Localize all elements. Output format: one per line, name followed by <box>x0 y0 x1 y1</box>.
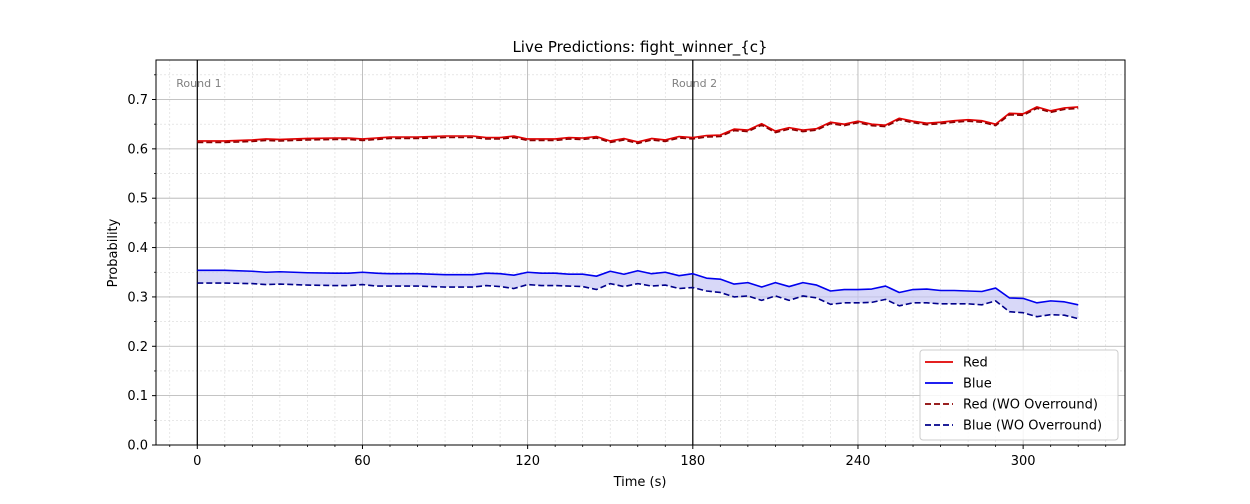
y-tick-label: 0.0 <box>127 439 148 454</box>
blue-overround-band <box>197 270 1079 319</box>
series-line-red <box>197 106 1079 143</box>
x-tick-label: 180 <box>680 454 705 469</box>
series-line-blue <box>197 269 1079 306</box>
x-axis-label: Time (s) <box>613 475 667 490</box>
y-tick-label: 0.3 <box>127 290 148 305</box>
x-tick-label: 240 <box>846 454 871 469</box>
y-tick-label: 0.4 <box>127 241 148 256</box>
x-tick-label: 60 <box>354 454 371 469</box>
x-tick-label: 0 <box>193 454 201 469</box>
y-axis-ticks: 0.0 0.1 0.2 0.3 0.4 0.5 0.6 0.7 <box>127 74 156 454</box>
y-tick-label: 0.7 <box>127 93 148 108</box>
x-tick-label: 300 <box>1011 454 1036 469</box>
legend-label-blue: Blue <box>963 377 992 392</box>
x-tick-label: 120 <box>515 454 540 469</box>
y-axis-label: Probability <box>106 218 121 287</box>
round-markers: Round 1 Round 2 <box>176 60 717 445</box>
y-tick-label: 0.2 <box>127 340 148 355</box>
chart-title: Live Predictions: fight_winner_{c} <box>512 38 767 57</box>
series-line-red-wo <box>197 107 1079 145</box>
legend: Red Blue Red (WO Overround) Blue (WO Overro… <box>919 349 1119 441</box>
plot-frame <box>155 59 1126 446</box>
y-tick-label: 0.5 <box>127 192 148 207</box>
legend-label-red: Red <box>963 356 988 371</box>
y-tick-label: 0.1 <box>127 389 148 404</box>
round-label-1: Round 1 <box>176 77 221 90</box>
legend-label-blue-wo: Blue (WO Overround) <box>963 419 1102 434</box>
legend-box <box>919 349 1119 441</box>
series-line-blue-wo <box>197 282 1079 320</box>
legend-label-red-wo: Red (WO Overround) <box>963 398 1098 413</box>
round-label-2: Round 2 <box>672 77 717 90</box>
x-axis-ticks: 0 60 120 180 240 300 <box>169 445 1107 469</box>
series-lines <box>197 106 1079 320</box>
y-tick-label: 0.6 <box>127 142 148 157</box>
